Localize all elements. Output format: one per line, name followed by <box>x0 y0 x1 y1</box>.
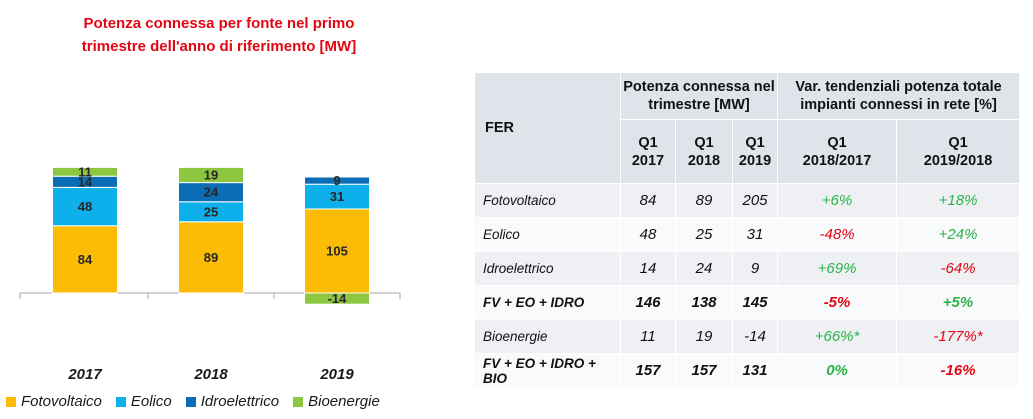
table-row: Fotovoltaico 84 89 205 +6% +18% <box>474 183 1021 218</box>
legend-item-idroelettrico: Idroelettrico <box>185 393 280 410</box>
row-label: FV + EO + IDRO <box>474 285 621 320</box>
fer-table: FER Potenza connessa nel trimestre [MW] … <box>474 72 1021 388</box>
cell-var-2019-2018: +18% <box>896 183 1021 218</box>
cell-2018: 89 <box>675 183 733 218</box>
row-label: Fotovoltaico <box>474 183 621 218</box>
cell-var-2019-2018: -64% <box>896 251 1021 286</box>
legend-item-eolico: Eolico <box>115 393 172 410</box>
bar-segment <box>304 292 370 305</box>
cell-var-2018-2017: -48% <box>777 217 898 252</box>
table-row: FV + EO + IDRO 146 138 145 -5% +5% <box>474 285 1021 320</box>
cell-var-2018-2017: +6% <box>777 183 898 218</box>
bar-segment <box>178 166 244 184</box>
legend-swatch-bioenergie <box>293 396 304 407</box>
legend-swatch-idroelettrico <box>185 396 196 407</box>
legend-label-eolico: Eolico <box>130 393 172 410</box>
cell-var-2019-2018: +5% <box>896 285 1021 320</box>
row-label: FV + EO + IDRO + BIO <box>474 353 621 388</box>
data-label: 19 <box>204 168 218 183</box>
header-period-2019: Q1 2019 <box>731 119 779 184</box>
category-label: 2017 <box>67 366 102 383</box>
cell-2018: 157 <box>675 353 733 388</box>
cell-2018: 24 <box>675 251 733 286</box>
legend-item-bioenergie: Bioenergie <box>293 393 380 410</box>
cell-2019: 131 <box>731 353 779 388</box>
cell-2017: 11 <box>620 319 676 354</box>
legend-label-bioenergie: Bioenergie <box>308 393 380 410</box>
legend-label-idroelettrico: Idroelettrico <box>200 393 280 410</box>
cell-2019: 9 <box>731 251 779 286</box>
legend-label-fotovoltaico: Fotovoltaico <box>21 393 102 410</box>
bar-segment <box>52 225 118 294</box>
table-row: Bioenergie 11 19 -14 +66%* -177%* <box>474 319 1021 354</box>
data-label: 11 <box>78 164 92 179</box>
header-period-2018-2017: Q1 2018/2017 <box>777 119 898 184</box>
cell-var-2019-2018: +24% <box>896 217 1021 252</box>
row-label: Idroelettrico <box>474 251 621 286</box>
header-period-2018: Q1 2018 <box>675 119 733 184</box>
data-label: -14 <box>328 291 348 306</box>
bar-segment <box>178 221 244 294</box>
category-label: 2018 <box>193 366 228 383</box>
data-label: 31 <box>330 189 344 204</box>
data-label: 105 <box>326 244 348 259</box>
table-row: FV + EO + IDRO + BIO 157 157 131 0% -16% <box>474 353 1021 388</box>
cell-2017: 84 <box>620 183 676 218</box>
header-variazioni: Var. tendenziali potenza totale impianti… <box>777 72 1021 120</box>
cell-var-2018-2017: +69% <box>777 251 898 286</box>
data-label: 24 <box>204 185 219 200</box>
header-period-2019-2018: Q1 2019/2018 <box>896 119 1021 184</box>
cell-2019: -14 <box>731 319 779 354</box>
data-label: 14 <box>78 174 93 189</box>
header-fer: FER <box>474 72 621 184</box>
data-label: 9 <box>333 173 340 188</box>
cell-2019: 145 <box>731 285 779 320</box>
legend-item-fotovoltaico: Fotovoltaico <box>6 393 102 410</box>
chart-legend: Fotovoltaico Eolico Idroelettrico Bioene… <box>6 393 380 410</box>
cell-var-2018-2017: 0% <box>777 353 898 388</box>
cell-2017: 146 <box>620 285 676 320</box>
row-label: Bioenergie <box>474 319 621 354</box>
cell-2017: 14 <box>620 251 676 286</box>
row-label: Eolico <box>474 217 621 252</box>
cell-2019: 31 <box>731 217 779 252</box>
cell-var-2018-2017: +66%* <box>777 319 898 354</box>
cell-2019: 205 <box>731 183 779 218</box>
legend-swatch-fotovoltaico <box>6 396 16 407</box>
bar-segment <box>304 208 370 294</box>
header-periods-row: Q1 2017 Q1 2018 Q1 2019 Q1 2018/2017 Q1 2019/… <box>475 119 1021 184</box>
header-period-2017: Q1 2017 <box>620 119 676 184</box>
cell-2018: 19 <box>675 319 733 354</box>
bar-segment <box>304 183 370 210</box>
data-label: 89 <box>204 250 218 265</box>
cell-2018: 138 <box>675 285 733 320</box>
chart-title-line-1: Potenza connessa per fonte nel primo <box>83 15 355 32</box>
cell-var-2019-2018: -177%* <box>896 319 1021 354</box>
cell-2017: 48 <box>620 217 676 252</box>
table-row: Idroelettrico 14 24 9 +69% -64% <box>474 251 1021 286</box>
cell-var-2018-2017: -5% <box>777 285 898 320</box>
table-row: Eolico 48 25 31 -48% +24% <box>474 217 1021 252</box>
data-label: 25 <box>204 204 218 219</box>
data-label: 84 <box>78 252 93 267</box>
category-label: 2019 <box>319 366 354 383</box>
cell-2017: 157 <box>620 353 676 388</box>
chart-title: Potenza connessa per fonte nel primo tri… <box>20 12 418 58</box>
data-label: 48 <box>78 199 92 214</box>
header-potenza-connessa: Potenza connessa nel trimestre [MW] <box>619 72 779 120</box>
legend-swatch-eolico <box>115 396 126 407</box>
chart-title-line-2: trimestre dell'anno di riferimento [MW] <box>81 38 357 55</box>
cell-var-2019-2018: -16% <box>896 353 1021 388</box>
cell-2018: 25 <box>675 217 733 252</box>
bar-segment <box>304 176 370 185</box>
bar-segment <box>52 166 118 177</box>
